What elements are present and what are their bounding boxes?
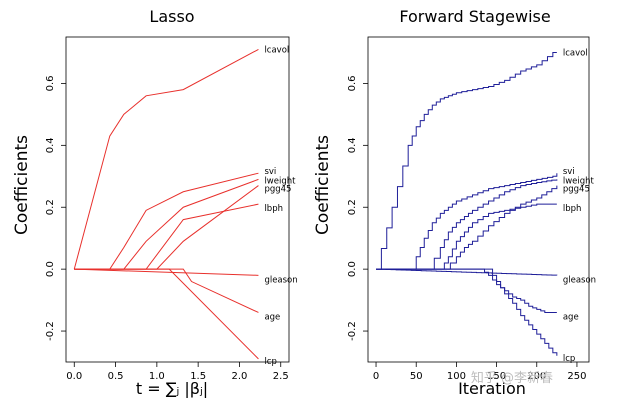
x-tick-label: 1.0	[149, 371, 165, 382]
x-tick-label: 1.5	[190, 371, 206, 382]
series-line-svi	[376, 173, 558, 270]
y-tick-label: 0.2	[347, 199, 358, 215]
series-line-lcavol	[376, 51, 557, 270]
x-tick-label: 150	[487, 371, 506, 382]
series-label-age: age	[264, 312, 280, 322]
series-label-age: age	[563, 312, 579, 322]
x-tick-label: 2.5	[273, 371, 289, 382]
series-label-lweight: lweight	[563, 176, 595, 186]
plot-frame	[65, 36, 290, 363]
x-tick-label: 2.0	[231, 371, 247, 382]
stagewise-title: Forward Stagewise	[399, 7, 550, 26]
stagewise-panel: Forward Stagewise Coefficients Iteration…	[313, 7, 596, 398]
series-line-lweight	[74, 178, 259, 270]
stagewise-xlabel: Iteration	[458, 379, 526, 398]
series-label-lbph: lbph	[563, 204, 582, 214]
y-tick-label: 0.0	[347, 261, 358, 277]
series-label-lcavol: lcavol	[264, 45, 289, 55]
y-tick-label: 0.0	[45, 261, 56, 277]
stagewise-ylabel: Coefficients	[313, 135, 333, 235]
x-tick-label: 0.0	[66, 371, 82, 382]
y-tick-label: 0.6	[347, 75, 358, 91]
series-label-svi: svi	[264, 167, 276, 177]
x-tick-label: 50	[410, 371, 423, 382]
series-line-svi	[74, 172, 259, 270]
series-line-lcp	[376, 268, 558, 356]
y-tick-label: 0.4	[347, 137, 358, 153]
series-label-gleason: gleason	[264, 275, 297, 285]
watermark: 知乎 @李新春	[471, 370, 553, 386]
series-label-gleason: gleason	[563, 275, 596, 285]
x-tick-label: 200	[527, 371, 546, 382]
y-tick-label: 0.6	[45, 75, 56, 91]
y-tick-label: 0.2	[45, 199, 56, 215]
x-tick-label: 250	[567, 371, 586, 382]
series-line-lweight	[376, 179, 558, 270]
lasso-panel: Lasso Coefficients t = ∑ⱼ |βⱼ| -0.2 0.0 0.…	[12, 7, 298, 398]
series-line-lcavol	[73, 48, 259, 270]
series-label-lcp: lcp	[563, 354, 575, 364]
series-line-pgg45	[376, 185, 558, 270]
x-tick-label: 100	[447, 371, 466, 382]
series-line-age	[376, 268, 557, 313]
series-line-age	[74, 268, 259, 313]
series-line-pgg45	[74, 185, 259, 270]
series-line-lcp	[74, 268, 259, 360]
x-tick-label: 0.5	[108, 371, 124, 382]
lasso-title: Lasso	[149, 7, 194, 26]
lasso-ylabel: Coefficients	[12, 135, 32, 235]
series-label-lbph: lbph	[264, 204, 283, 214]
series-label-svi: svi	[563, 167, 575, 177]
series-label-pgg45: pgg45	[264, 185, 291, 195]
y-tick-label: -0.2	[347, 321, 358, 341]
plot-frame	[367, 36, 590, 363]
series-line-gleason	[376, 268, 558, 276]
series-label-lcavol: lcavol	[563, 48, 588, 58]
series-label-lcp: lcp	[264, 357, 276, 367]
y-tick-label: -0.2	[45, 321, 56, 341]
x-tick-label: 0	[373, 371, 379, 382]
series-line-gleason	[74, 268, 259, 276]
series-line-lbph	[376, 203, 557, 270]
series-label-pgg45: pgg45	[563, 185, 590, 195]
series-label-lweight: lweight	[264, 176, 296, 186]
y-tick-label: 0.4	[45, 137, 56, 153]
lasso-xlabel: t = ∑ⱼ |βⱼ|	[136, 379, 208, 398]
